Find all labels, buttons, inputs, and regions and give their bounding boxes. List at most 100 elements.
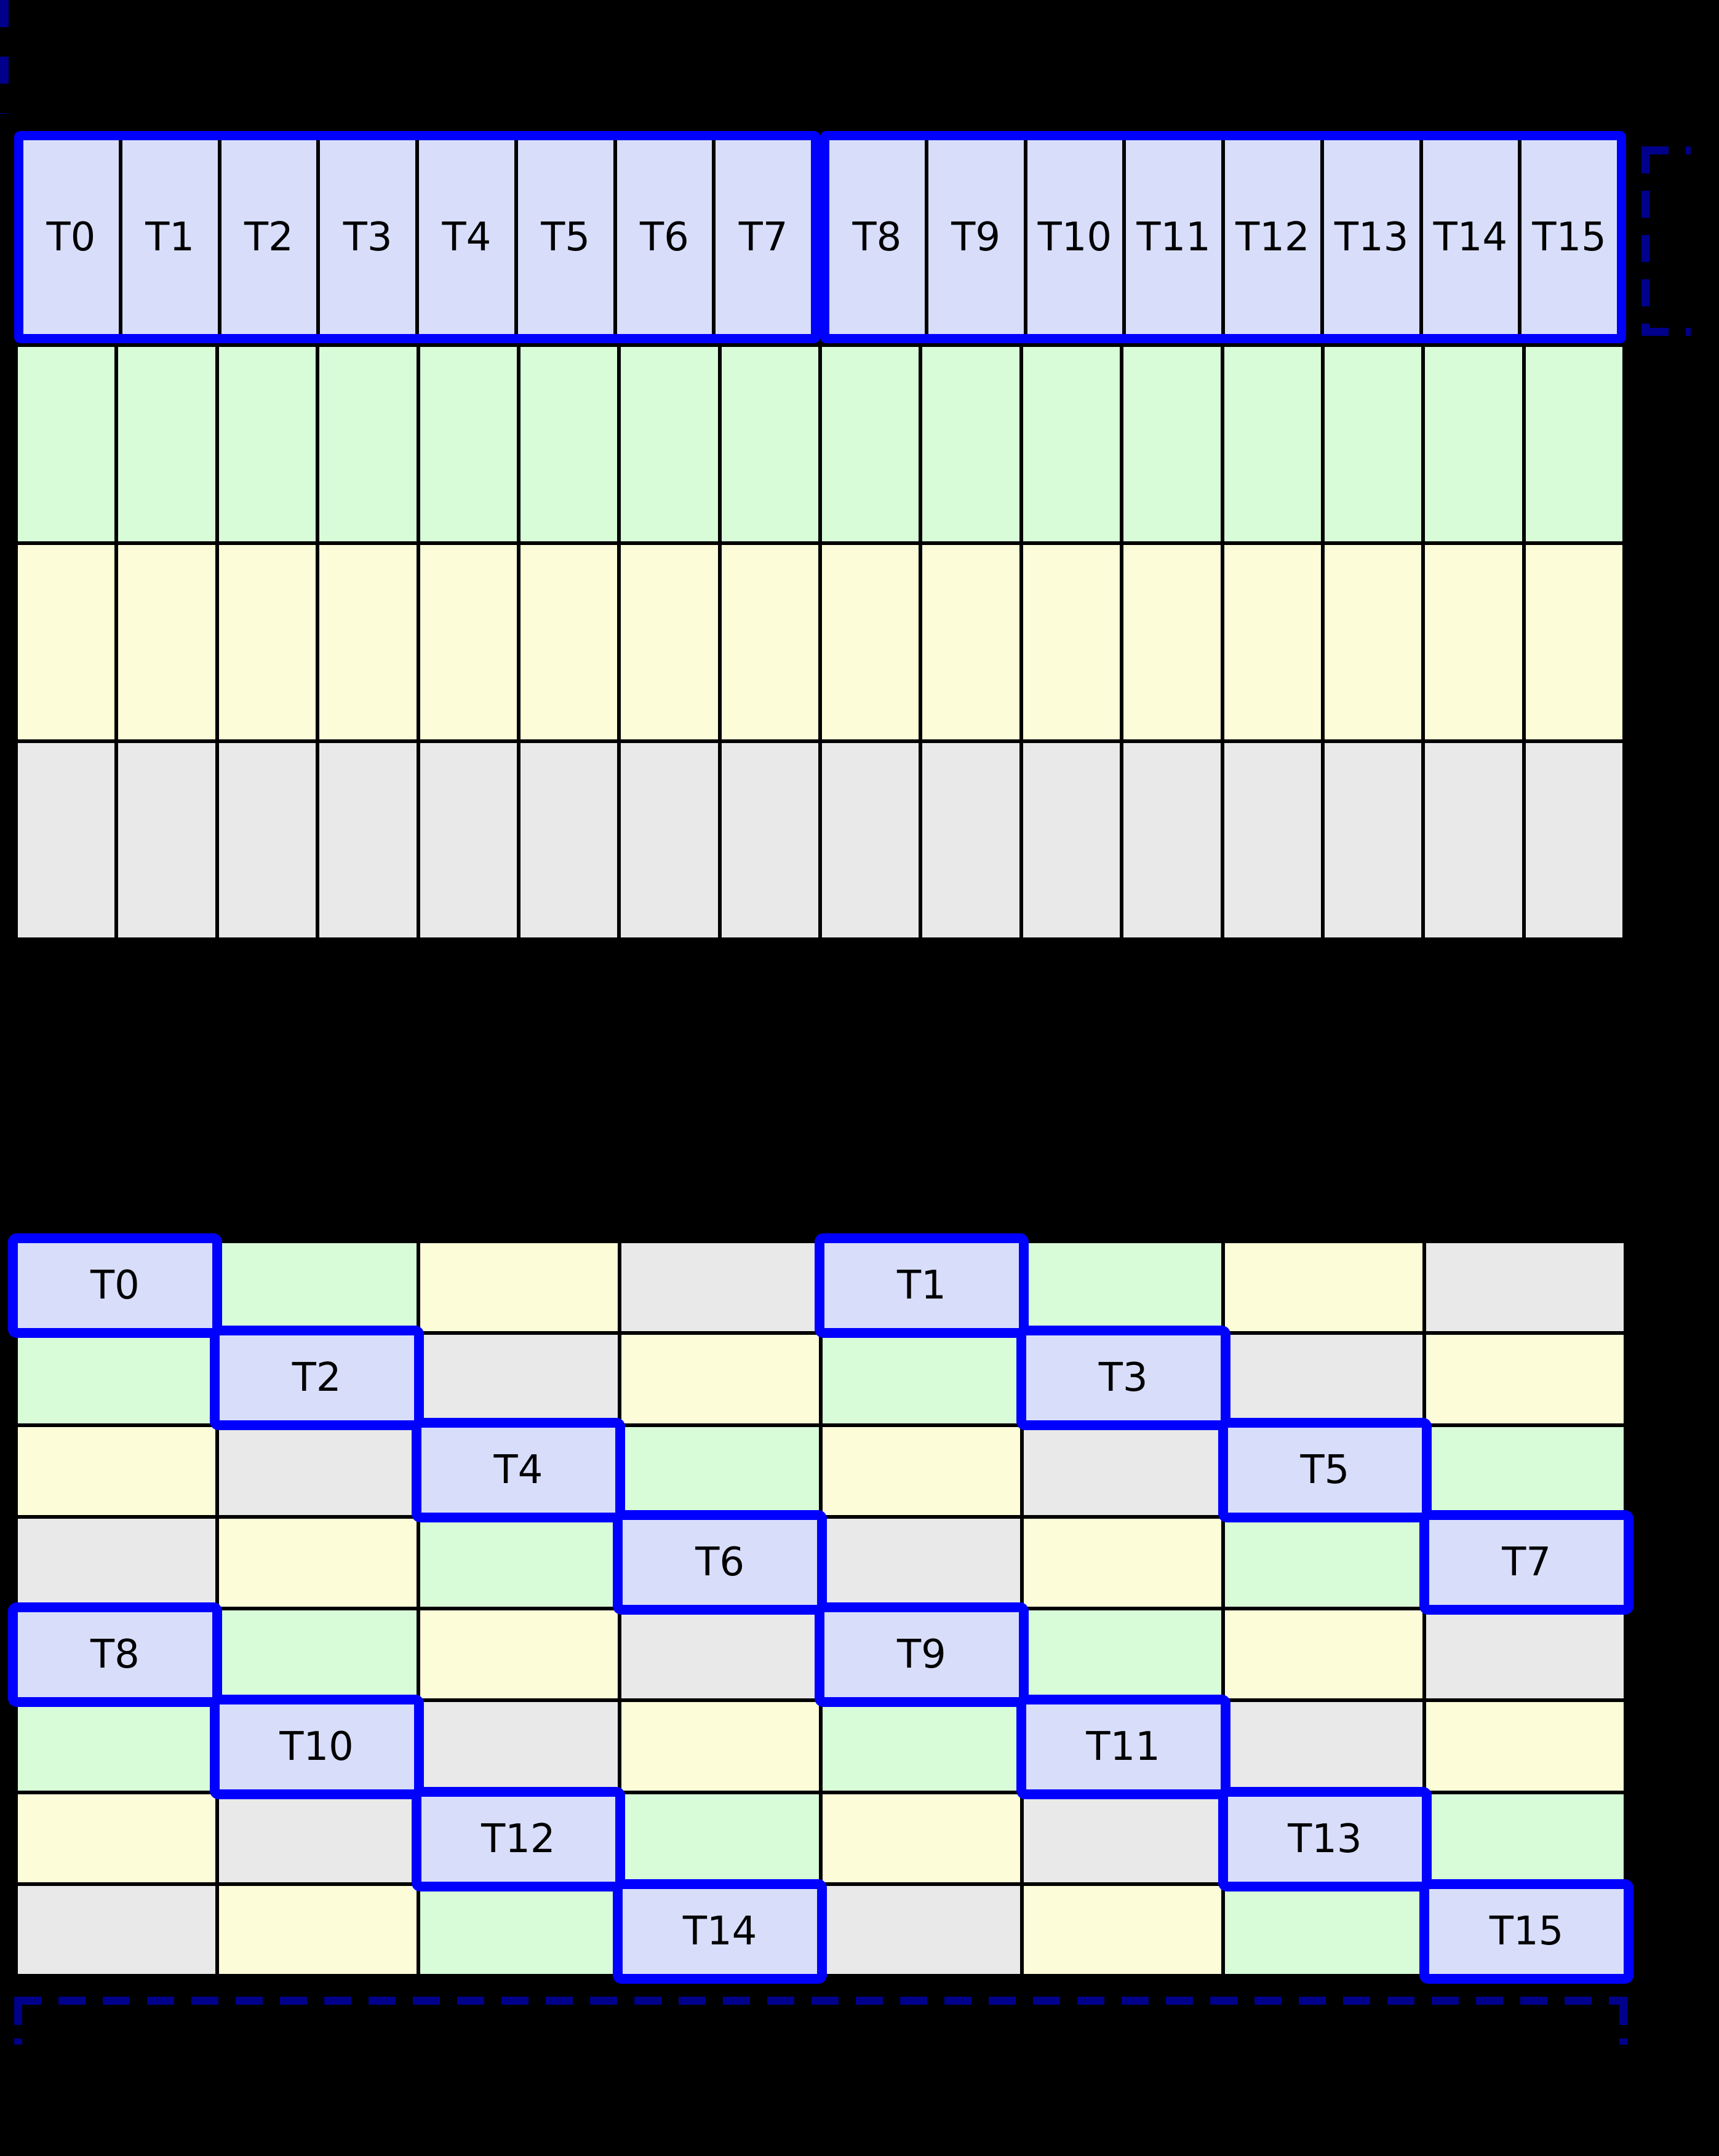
warp-thread-cell: T6 [616,140,716,334]
memory-cell-gray [822,743,919,937]
warp-thread-cell: T10 [1027,140,1127,334]
memory-cell-yellow [1425,545,1522,739]
memory-cell-gray [1525,743,1622,937]
thread-cell-T11: T11 [1016,1695,1230,1799]
thread-cell-T2: T2 [209,1326,424,1430]
memory-cell-gray [1425,743,1522,937]
memory-cell-green [621,1426,819,1515]
warp-thread-cell: T12 [1225,140,1324,334]
vertical-ellipsis-icon [0,0,9,114]
bracket-arm-bottom [1641,328,1691,336]
warp-group-0: T0 T1 T2 T3 T4 T5 T6 T7 [14,131,820,343]
memory-cell-yellow [1324,545,1422,739]
thread-cell-T6: T6 [613,1510,827,1615]
memory-cell-green [420,347,517,541]
warp-thread-cell: T14 [1422,140,1522,334]
memory-cell-yellow [1023,545,1120,739]
warp-thread-cell: T4 [419,140,518,334]
memory-cell-gray [420,1335,618,1423]
warp-thread-cell: T11 [1126,140,1225,334]
memory-cell-yellow [18,1426,215,1515]
bracket-vertical [1641,146,1649,336]
memory-cell-green [319,347,417,541]
memory-cell-green [823,1702,1020,1791]
memory-cell-thread [18,1243,215,1332]
memory-cell-green [721,347,818,541]
memory-cell-green [420,1518,618,1607]
memory-cell-green [1426,1794,1624,1882]
memory-cell-thread [420,1426,618,1515]
memory-cell-green [18,1335,215,1423]
warp-thread-cell: T15 [1522,140,1617,334]
memory-cell-gray [721,743,818,937]
thread-cell-T12: T12 [411,1787,626,1891]
memory-cell-gray [1225,1702,1422,1791]
memory-cell-green [1426,1426,1624,1515]
continuation-tick-left [14,2000,22,2045]
memory-cell-yellow [1426,1702,1624,1791]
memory-cell-green [822,347,919,541]
memory-cell-thread [1225,1426,1422,1515]
thread-cell-T0: T0 [8,1233,222,1338]
memory-cell-yellow [1024,1518,1221,1607]
thread-cell-T9: T9 [815,1602,1029,1707]
warp-thread-row: T0 T1 T2 T3 T4 T5 T6 T7 T8 T9 T10 T11 T12 T13 T14 T15 [14,131,1626,343]
memory-cell-green [1023,347,1120,541]
memory-rows [14,343,1626,941]
memory-cell-gray [520,743,618,937]
thread-cell-T3: T3 [1016,1326,1230,1430]
memory-cell-thread [823,1243,1020,1332]
memory-cell-yellow [1024,1885,1221,1974]
warp-group-1: T8 T9 T10 T11 T12 T13 T14 T15 [820,131,1626,343]
memory-cell-yellow [1525,545,1622,739]
memory-cell-thread [1225,1794,1422,1882]
memory-cell-green [922,347,1019,541]
memory-cell-gray [18,743,115,937]
continuation-line [14,1997,1627,2005]
warp-thread-cell: T2 [221,140,321,334]
thread-cell-T15: T15 [1419,1879,1633,1984]
memory-cell-gray [621,1243,819,1332]
memory-cell-thread [621,1518,819,1607]
memory-cell-yellow [219,1518,417,1607]
memory-cell-gray [420,743,517,937]
memory-cell-green [1224,347,1321,541]
memory-cell-thread [420,1794,618,1882]
memory-cell-thread [1426,1518,1624,1607]
memory-cell-green [218,347,316,541]
memory-cell-yellow [520,545,618,739]
memory-cell-yellow [621,1335,819,1423]
warp-thread-cell: T0 [23,140,122,334]
memory-cell-gray [218,743,316,937]
memory-cell-gray [219,1794,417,1882]
memory-cell-green [118,347,215,541]
memory-cell-yellow [118,545,215,739]
memory-cell-yellow [219,1885,417,1974]
memory-cell-gray [1224,743,1321,937]
warp-thread-cell: T13 [1323,140,1423,334]
memory-cell-gray [1324,743,1422,937]
thread-cell-T4: T4 [411,1418,626,1522]
memory-cell-yellow [218,545,316,739]
memory-cell-yellow [721,545,818,739]
warp-thread-cell: T7 [716,140,811,334]
warp-thread-cell: T5 [517,140,617,334]
memory-cell-thread [18,1610,215,1699]
memory-cell-thread [1024,1702,1221,1791]
warp-thread-cell: T9 [928,140,1027,334]
bracket-arm-top [1641,146,1691,154]
memory-cell-gray [922,743,1019,937]
memory-cell-gray [219,1426,417,1515]
thread-cell-T1: T1 [815,1233,1029,1338]
memory-cell-green [520,347,618,541]
memory-cell-gray [1426,1610,1624,1699]
thread-cell-T7: T7 [1419,1510,1633,1615]
memory-cell-thread [219,1702,417,1791]
memory-cell-green [1324,347,1422,541]
memory-cell-yellow [621,1702,819,1791]
memory-cell-gray [823,1518,1020,1607]
memory-cell-green [621,1794,819,1882]
memory-cell-green [1525,347,1622,541]
memory-cell-yellow [420,1610,618,1699]
memory-cell-green [621,347,718,541]
